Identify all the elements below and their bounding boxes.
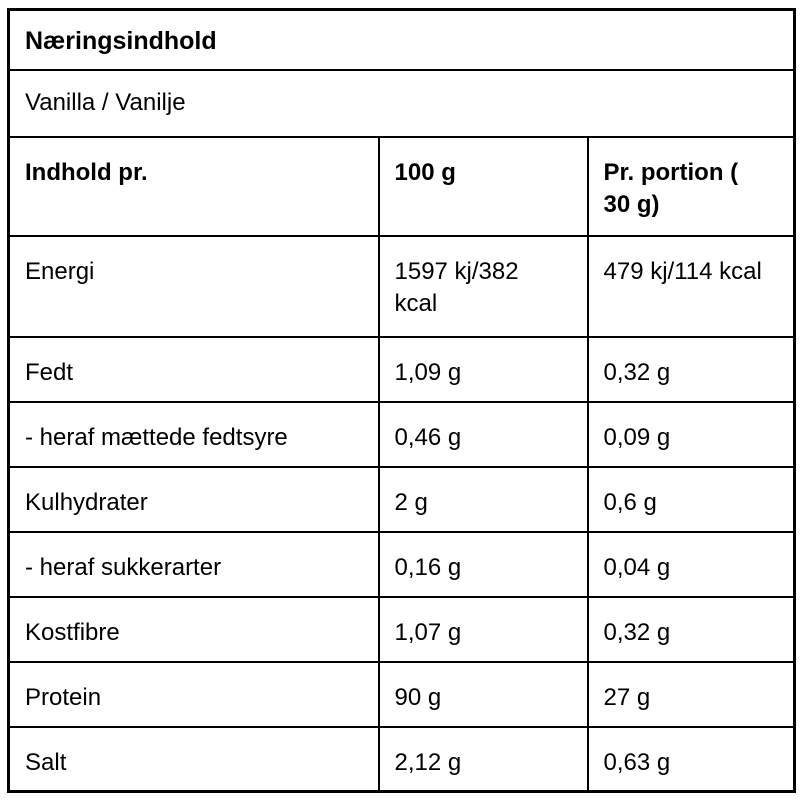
value-per-portion: 0,09 g	[586, 400, 796, 468]
table-row: Kulhydrater 2 g 0,6 g	[7, 465, 796, 533]
table-row: Energi 1597 kj/382 kcal 479 kj/114 kcal	[7, 234, 796, 338]
table-row: Salt 2,12 g 0,63 g	[7, 725, 796, 793]
table-row: Protein 90 g 27 g	[7, 660, 796, 728]
value-per-portion: 0,04 g	[586, 530, 796, 598]
value-per-100g: 90 g	[377, 660, 589, 728]
value-per-100g: 0,16 g	[377, 530, 589, 598]
value-per-100g: 1,09 g	[377, 335, 589, 403]
value-per-portion: 0,63 g	[586, 725, 796, 793]
value-per-100g: 1597 kj/382 kcal	[377, 234, 589, 338]
nutrient-label: - heraf mættede fedtsyre	[7, 400, 380, 468]
table-row: - heraf sukkerarter 0,16 g 0,04 g	[7, 530, 796, 598]
value-per-portion: 0,32 g	[586, 595, 796, 663]
value-per-100g: 1,07 g	[377, 595, 589, 663]
table-row: - heraf mættede fedtsyre 0,46 g 0,09 g	[7, 400, 796, 468]
flavor-label: Vanilla / Vanilje	[7, 68, 796, 138]
value-per-100g: 2,12 g	[377, 725, 589, 793]
value-per-portion: 0,32 g	[586, 335, 796, 403]
value-per-portion: 27 g	[586, 660, 796, 728]
nutrient-label: Protein	[7, 660, 380, 728]
nutrient-label: Energi	[7, 234, 380, 338]
nutrient-label: Salt	[7, 725, 380, 793]
column-header-portion: Pr. portion ( 30 g)	[586, 135, 796, 237]
table-row: Fedt 1,09 g 0,32 g	[7, 335, 796, 403]
value-per-portion: 0,6 g	[586, 465, 796, 533]
column-header-content-per: Indhold pr.	[7, 135, 380, 237]
value-per-100g: 2 g	[377, 465, 589, 533]
table-title: Næringsindhold	[7, 8, 796, 71]
table-title-row: Næringsindhold	[7, 8, 796, 71]
table-row: Kostfibre 1,07 g 0,32 g	[7, 595, 796, 663]
nutrition-table-body: Næringsindhold Vanilla / Vanilje Indhold…	[7, 8, 796, 793]
nutrient-label: Kostfibre	[7, 595, 380, 663]
nutrient-label: Fedt	[7, 335, 380, 403]
column-header-100g: 100 g	[377, 135, 589, 237]
nutrient-label: Kulhydrater	[7, 465, 380, 533]
value-per-100g: 0,46 g	[377, 400, 589, 468]
column-header-row: Indhold pr. 100 g Pr. portion ( 30 g)	[7, 135, 796, 237]
value-per-portion: 479 kj/114 kcal	[586, 234, 796, 338]
nutrition-table: Næringsindhold Vanilla / Vanilje Indhold…	[7, 8, 796, 793]
flavor-row: Vanilla / Vanilje	[7, 68, 796, 138]
nutrient-label: - heraf sukkerarter	[7, 530, 380, 598]
